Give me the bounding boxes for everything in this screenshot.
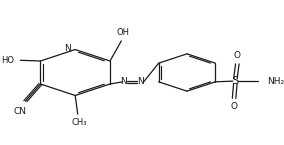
Text: N: N bbox=[64, 44, 71, 53]
Text: S: S bbox=[232, 76, 238, 86]
Text: HO: HO bbox=[1, 56, 14, 65]
Text: N: N bbox=[120, 77, 127, 86]
Text: CH₃: CH₃ bbox=[72, 118, 87, 127]
Text: NH₂: NH₂ bbox=[267, 77, 284, 86]
Text: O: O bbox=[234, 51, 241, 60]
Text: N: N bbox=[137, 77, 143, 86]
Text: CN: CN bbox=[14, 107, 27, 116]
Text: OH: OH bbox=[116, 28, 129, 37]
Text: O: O bbox=[231, 102, 238, 111]
